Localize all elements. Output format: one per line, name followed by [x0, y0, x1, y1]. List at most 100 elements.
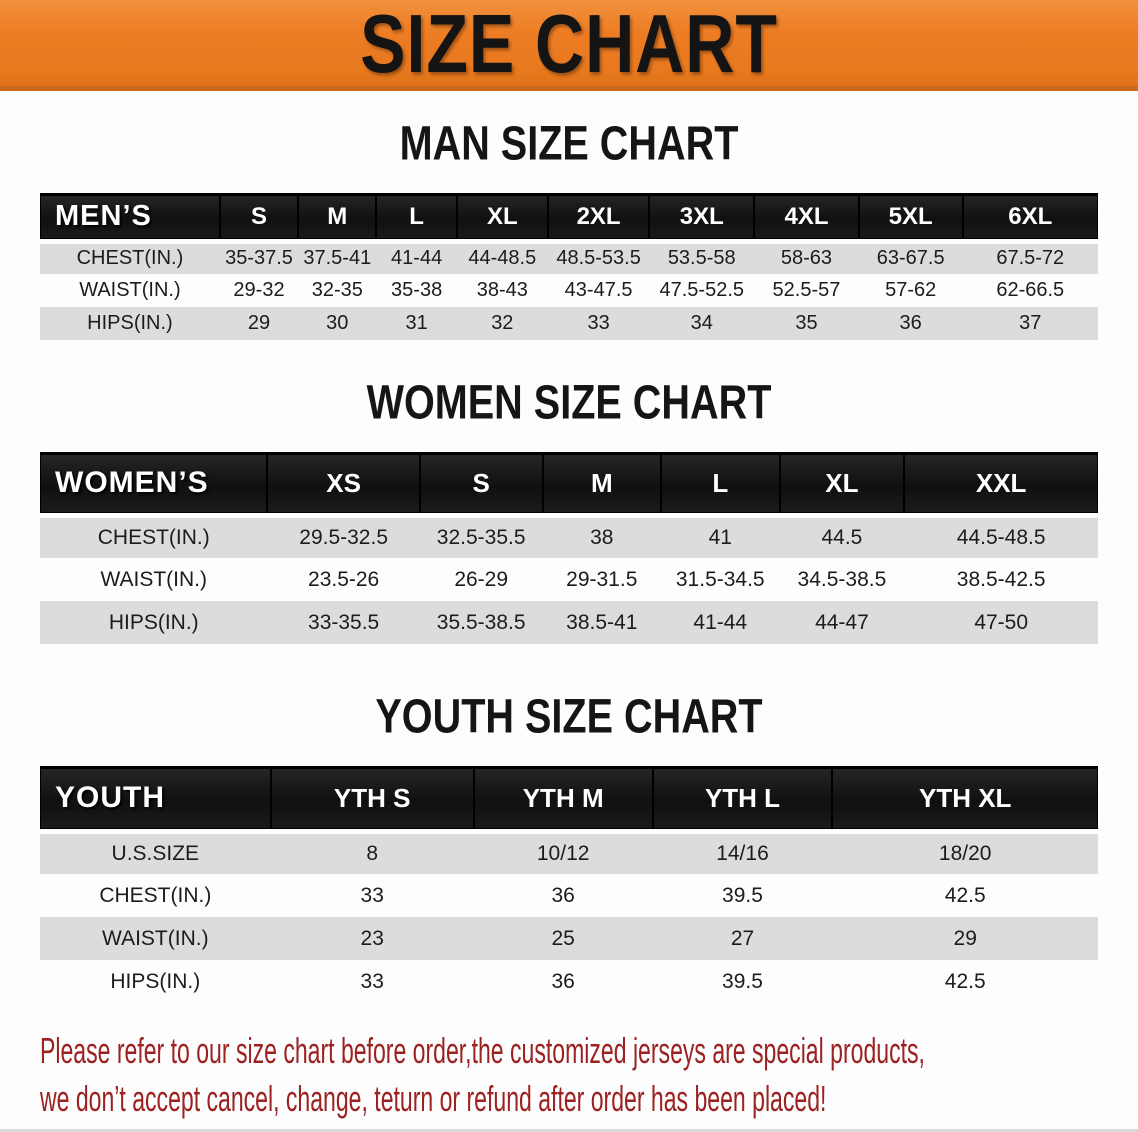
size-value-cell: 53.5-58	[667, 247, 736, 270]
size-value-cell: 37.5-41	[303, 247, 372, 270]
size-value-cell: 42.5	[944, 883, 986, 907]
size-header-row: MEN’S S M L XL 2XL 3XL 4XL 5XL 6XL	[40, 193, 1098, 244]
size-value-cell: 41-44	[693, 610, 748, 634]
table-row: CHEST(IN.) 29.5-32.5 32.5-35.5 38 41 44.5 44.5…	[40, 515, 1098, 558]
size-value-cell: 39.5	[722, 883, 763, 907]
size-value-cell: 26-29	[454, 567, 509, 591]
size-value-cell: 23	[360, 926, 384, 950]
size-value-cell: 41-44	[391, 247, 443, 270]
size-value-cell: 63-67.5	[876, 247, 945, 270]
size-value-cell: 43-47.5	[564, 279, 633, 301]
size-column-header: XS	[267, 452, 420, 518]
size-column-header: 6XL	[962, 193, 1098, 244]
size-column-header: M	[542, 452, 662, 518]
size-value-cell: 8	[366, 841, 379, 865]
size-value-cell: 52.5-57	[772, 279, 841, 301]
size-value-cell: 35.5-38.5	[436, 610, 526, 634]
size-column-header: YTH M	[473, 766, 653, 834]
size-value-cell: 44.5	[821, 525, 863, 549]
row-label: HIPS(IN.)	[108, 610, 199, 634]
size-column-header: YTH XL	[832, 766, 1098, 834]
table-row: CHEST(IN.) 35-37.5 37.5-41 41-44 44-48.5 48.5…	[40, 241, 1098, 274]
size-value-cell: 36	[551, 969, 575, 993]
row-label: U.S.SIZE	[111, 841, 200, 865]
size-value-cell: 38	[590, 525, 614, 549]
size-value-cell: 33	[587, 312, 610, 334]
size-value-cell: 36	[551, 883, 575, 907]
banner: SIZE CHART	[0, 0, 1138, 91]
size-column-header: S	[419, 452, 543, 518]
size-column-header: YTH L	[652, 766, 833, 834]
size-value-cell: 29-31.5	[566, 567, 638, 591]
size-value-cell: 14/16	[716, 841, 769, 865]
size-column-header: L	[661, 452, 780, 518]
size-value-cell: 35	[795, 312, 818, 334]
size-column-header: XL	[779, 452, 905, 518]
size-value-cell: 48.5-53.5	[556, 247, 641, 270]
size-value-cell: 29	[953, 926, 977, 950]
table-corner-label: WOMEN’S	[40, 452, 268, 518]
size-value-cell: 32.5-35.5	[436, 525, 526, 549]
table-corner-label: YOUTH	[40, 766, 271, 834]
size-value-cell: 33-35.5	[308, 610, 380, 634]
size-value-cell: 47-50	[974, 610, 1029, 634]
size-value-cell: 36	[899, 312, 922, 334]
table-row: U.S.SIZE 8 10/12 14/16 18/20	[40, 831, 1098, 874]
table-row: HIPS(IN.) 33-35.5 35.5-38.5 38.5-41 41-44 44-…	[40, 601, 1098, 644]
size-value-cell: 30	[326, 312, 349, 334]
size-value-cell: 35-38	[391, 279, 443, 301]
table-row: WAIST(IN.) 23 25 27 29	[40, 917, 1098, 960]
size-value-cell: 47.5-52.5	[659, 279, 744, 301]
size-value-cell: 29	[247, 312, 271, 334]
size-column-header: 3XL	[649, 193, 755, 244]
women-section-title: WOMEN SIZE CHART	[366, 375, 772, 430]
size-value-cell: 39.5	[722, 969, 763, 993]
size-value-cell: 18/20	[938, 841, 992, 865]
size-header-row: YOUTH YTH S YTH M YTH L YTH XL	[40, 766, 1098, 834]
table-row: HIPS(IN.) 33 36 39.5 42.5	[40, 960, 1098, 1003]
youth-section-title: YOUTH SIZE CHART	[375, 689, 763, 744]
row-label: CHEST(IN.)	[97, 525, 210, 549]
size-column-header: XL	[456, 193, 548, 244]
row-label: WAIST(IN.)	[102, 926, 209, 950]
section-women: WOMEN SIZE CHART WOMEN’S XS S M L XL XXL CHEST(…	[40, 375, 1098, 644]
size-column-header: 4XL	[754, 193, 859, 244]
row-label: CHEST(IN.)	[99, 883, 212, 907]
row-label: HIPS(IN.)	[110, 969, 201, 993]
size-value-cell: 41	[708, 525, 732, 549]
size-value-cell: 34	[690, 312, 713, 334]
size-value-cell: 38.5-41	[566, 610, 638, 634]
size-value-cell: 35-37.5	[225, 247, 293, 270]
size-value-cell: 31.5-34.5	[675, 567, 765, 591]
footer-line-2: we don’t accept cancel, change, teturn o…	[40, 1078, 827, 1119]
size-value-cell: 44-47	[815, 610, 869, 634]
size-value-cell: 38.5-42.5	[956, 567, 1046, 591]
size-value-cell: 62-66.5	[996, 279, 1065, 301]
size-column-header: 5XL	[858, 193, 963, 244]
women-size-table: WOMEN’S XS S M L XL XXL CHEST(IN.) 29.5-32.5 32.5…	[40, 452, 1098, 644]
size-value-cell: 10/12	[536, 841, 590, 865]
size-column-header: 2XL	[547, 193, 650, 244]
size-column-header: XXL	[904, 452, 1098, 518]
size-value-cell: 57-62	[885, 279, 937, 301]
banner-title: SIZE CHART	[360, 0, 778, 90]
size-value-cell: 32	[491, 312, 514, 334]
size-column-header: L	[376, 193, 457, 244]
size-value-cell: 32-35	[311, 279, 363, 301]
section-men: MAN SIZE CHART MEN’S S M L XL 2XL 3XL 4XL 5XL 6XL…	[40, 117, 1098, 340]
size-value-cell: 33	[360, 883, 384, 907]
size-value-cell: 37	[1019, 312, 1042, 334]
size-value-cell: 42.5	[944, 969, 986, 993]
size-column-header: M	[298, 193, 377, 244]
size-value-cell: 31	[405, 312, 428, 334]
size-value-cell: 34.5-38.5	[797, 567, 887, 591]
size-header-row: WOMEN’S XS S M L XL XXL	[40, 452, 1098, 518]
section-youth: YOUTH SIZE CHART YOUTH YTH S YTH M YTH L YTH…	[40, 689, 1098, 1003]
footer-note: Please refer to our size chart before or…	[40, 1027, 1138, 1123]
size-value-cell: 29.5-32.5	[299, 525, 389, 549]
youth-size-table: YOUTH YTH S YTH M YTH L YTH XL U.S.SIZE 8 10/12…	[40, 766, 1098, 1003]
size-value-cell: 27	[730, 926, 755, 950]
table-corner-label: MEN’S	[40, 193, 220, 244]
size-value-cell: 33	[360, 969, 384, 993]
